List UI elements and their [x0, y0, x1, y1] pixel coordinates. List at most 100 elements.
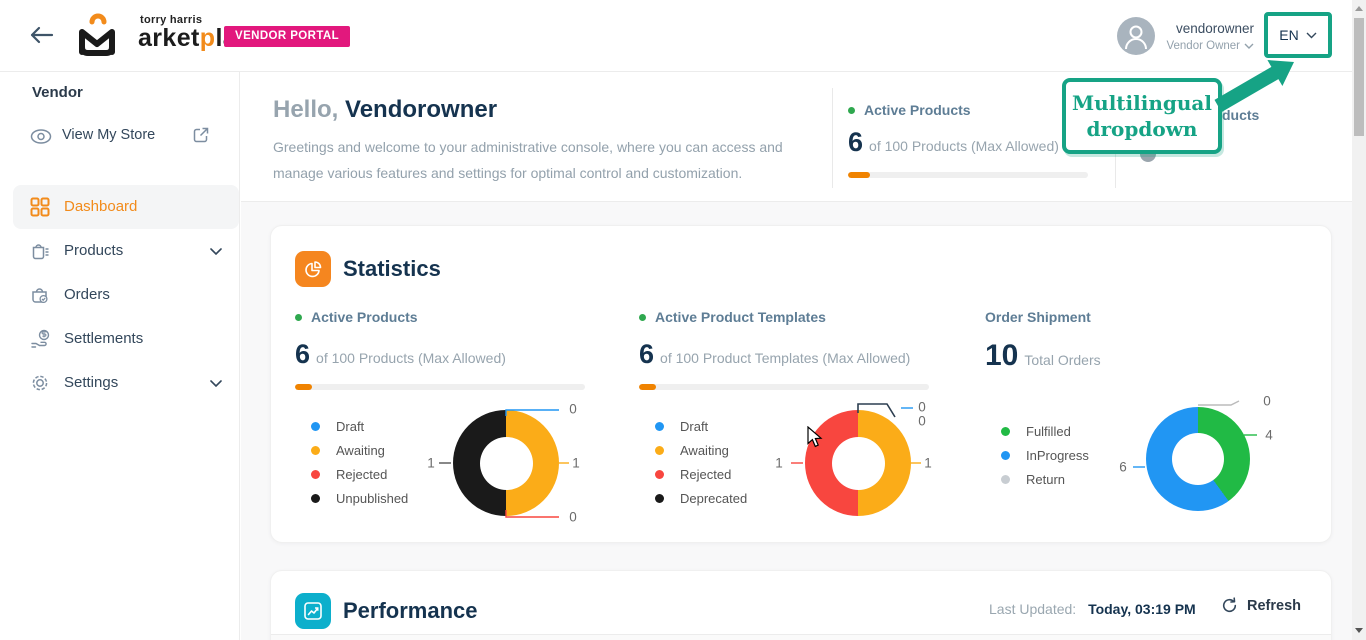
scrollbar-thumb[interactable]	[1354, 18, 1364, 136]
chart-order-shipment: Order Shipment 10 Total Orders Fulfilled I…	[985, 301, 1315, 541]
sidebar-item-products[interactable]: Products	[13, 229, 239, 273]
refresh-label: Refresh	[1247, 597, 1301, 614]
person-icon	[1125, 25, 1147, 50]
legend-dot	[311, 469, 320, 479]
legend-dot	[1001, 474, 1010, 484]
sidebar-item-dashboard[interactable]: Dashboard	[13, 185, 239, 229]
legend-label: Return	[1026, 471, 1066, 487]
marketplace-logo-icon	[79, 13, 115, 56]
callout-label: 1	[572, 455, 580, 471]
callout-label: 1	[775, 455, 783, 471]
header-stat-active-products: Active Products 6 of 100 Products (Max Al…	[848, 102, 1098, 178]
chart-title: Order Shipment	[985, 309, 1091, 325]
chart-title: Active Product Templates	[655, 309, 826, 325]
refresh-icon	[1222, 597, 1237, 613]
status-dot	[639, 313, 646, 321]
legend-item: InProgress	[1001, 447, 1089, 463]
callout-label: 4	[1265, 427, 1273, 443]
stat-title: Active Products	[864, 102, 971, 118]
back-button[interactable]	[24, 22, 58, 50]
callout-label: 6	[1119, 459, 1127, 475]
orders-bag-icon	[32, 288, 48, 304]
user-role-dropdown[interactable]: Vendor Owner	[1166, 40, 1254, 52]
sidebar-item-settlements[interactable]: Settlements	[13, 317, 239, 361]
statistics-card: Statistics Active Products 6 of 100 Produ…	[270, 225, 1332, 543]
card-divider	[271, 634, 1331, 640]
scrollbar-down-arrow[interactable]	[1355, 628, 1363, 633]
chart-title: Active Products	[311, 309, 418, 325]
callout-label: 0	[569, 401, 577, 417]
performance-icon	[295, 593, 331, 629]
view-my-store-link[interactable]: View My Store	[0, 118, 240, 154]
donut-chart	[1146, 407, 1250, 511]
stat-caption: of 100 Products (Max Allowed)	[869, 138, 1059, 154]
legend-item: Fulfilled	[1001, 423, 1089, 439]
sidebar-item-label: Dashboard	[64, 198, 138, 215]
chart-active-products: Active Products 6 of 100 Products (Max Al…	[295, 301, 595, 541]
legend-dot	[1001, 450, 1010, 460]
annotation-callout: Multilingual dropdown	[1062, 78, 1222, 154]
chevron-down-icon	[210, 380, 222, 387]
logo-top-text: torry harris	[140, 14, 203, 26]
legend-dot	[311, 421, 320, 431]
chart-caption: Total Orders	[1024, 352, 1101, 368]
legend-label: Fulfilled	[1026, 423, 1071, 439]
chart-active-product-templates: Active Product Templates 6 of 100 Product…	[639, 301, 939, 541]
chevron-down-icon	[1244, 43, 1254, 49]
user-info: vendorowner Vendor Owner	[1150, 21, 1254, 54]
products-bag-icon	[32, 244, 49, 260]
language-dropdown[interactable]: EN	[1264, 12, 1332, 58]
legend-item: Deprecated	[655, 491, 747, 506]
legend-item: Draft	[311, 419, 408, 434]
progress-bar	[639, 384, 929, 390]
legend-label: Rejected	[336, 466, 388, 482]
dashboard-grid-icon	[30, 197, 50, 217]
scrollbar[interactable]	[1352, 0, 1366, 640]
legend-label: Draft	[680, 418, 709, 434]
sidebar-item-label: Products	[64, 242, 124, 259]
chart-value: 10	[985, 339, 1019, 372]
sidebar-item-orders[interactable]: Orders	[13, 273, 239, 317]
annotation-arrow	[1214, 60, 1294, 113]
legend-dot	[655, 445, 664, 455]
legend-item: Rejected	[655, 467, 747, 482]
legend-label: InProgress	[1026, 447, 1089, 463]
callout-lines	[1133, 400, 1257, 468]
chart-legend: Draft Awaiting Rejected Deprecated	[655, 418, 747, 506]
vendor-portal-badge: VENDOR PORTAL	[224, 26, 351, 47]
donut-hole	[1172, 433, 1224, 485]
sidebar: Vendor View My Store Dashboard	[0, 72, 240, 640]
progress-bar	[848, 172, 1088, 178]
progress-bar	[295, 384, 585, 390]
sidebar-nav: Dashboard Products	[0, 185, 240, 405]
back-arrow-icon	[30, 26, 54, 43]
legend-dot	[655, 493, 664, 503]
last-updated: Last Updated: Today, 03:19 PM	[989, 601, 1196, 617]
user-avatar[interactable]	[1117, 17, 1155, 55]
refresh-button[interactable]: Refresh	[1221, 597, 1301, 614]
chart-legend: Draft Awaiting Rejected Unpublished	[311, 419, 408, 506]
scrollbar-up-arrow[interactable]	[1355, 6, 1363, 11]
legend-item: Awaiting	[655, 442, 747, 458]
view-my-store-label: View My Store	[62, 127, 156, 143]
divider	[832, 88, 833, 188]
callout-label: 0	[918, 413, 926, 429]
status-dot	[848, 106, 855, 114]
user-name: vendorowner	[1175, 21, 1254, 36]
callout-label: 0	[1263, 393, 1271, 409]
greeting-subtitle: Greetings and welcome to your administra…	[273, 139, 783, 181]
last-updated-value: Today, 03:19 PM	[1088, 601, 1196, 617]
app-header: torry harris arketplace VENDOR PORTAL ve…	[0, 0, 1366, 72]
chevron-down-icon	[210, 248, 222, 255]
legend-label: Awaiting	[680, 442, 729, 458]
donut-hole	[831, 436, 885, 490]
last-updated-label: Last Updated:	[989, 601, 1077, 617]
mouse-cursor	[807, 426, 823, 448]
legend-dot	[655, 469, 664, 479]
sidebar-item-settings[interactable]: Settings	[13, 361, 239, 405]
statistics-icon	[295, 251, 331, 287]
sidebar-item-label: Settlements	[64, 330, 144, 347]
page-greeting: Hello, Vendorowner	[273, 96, 498, 123]
legend-dot	[311, 445, 320, 455]
